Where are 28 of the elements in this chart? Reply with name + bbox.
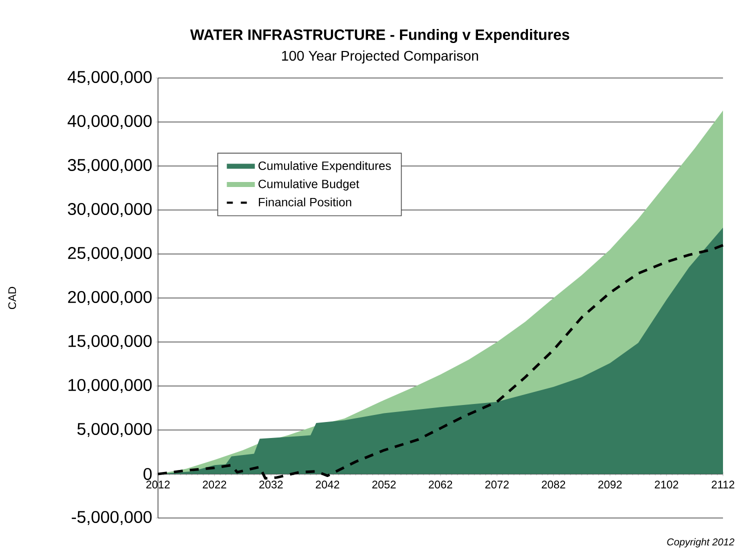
x-tick-label: 2022 bbox=[202, 480, 226, 488]
x-tick-label: 2032 bbox=[259, 480, 283, 488]
y-tick-label: 40,000,000 bbox=[68, 114, 152, 130]
x-tick-label: 2042 bbox=[316, 480, 340, 488]
y-tick-label: -5,000,000 bbox=[72, 510, 152, 526]
y-tick-label: 0 bbox=[144, 468, 152, 480]
y-tick-label: 20,000,000 bbox=[68, 290, 152, 306]
y-tick-label: 25,000,000 bbox=[68, 246, 152, 262]
legend-label: Cumulative Expenditures bbox=[258, 161, 391, 172]
text: Copyright 2012 bbox=[667, 538, 734, 548]
x-tick-label: 2052 bbox=[372, 480, 396, 488]
y-tick-label: 10,000,000 bbox=[68, 378, 152, 394]
x-tick-label: 2102 bbox=[654, 480, 678, 488]
x-tick-label: 2062 bbox=[428, 480, 452, 488]
x-tick-label: 2112 bbox=[712, 480, 734, 488]
legend-label: Cumulative Budget bbox=[258, 179, 360, 191]
y-tick-label: 5,000,000 bbox=[77, 422, 152, 438]
legend-label: Financial Position bbox=[258, 198, 352, 206]
x-tick-label: 2092 bbox=[598, 480, 622, 488]
y-tick-label: 15,000,000 bbox=[68, 334, 152, 350]
chart-title: WATER INFRASTRUCTURE - Funding v Expenditures bbox=[190, 28, 570, 44]
x-tick-label: 2072 bbox=[485, 480, 509, 488]
chart-subtitle: 100 Year Projected Comparison bbox=[282, 50, 478, 64]
y-axis-title: CAD bbox=[8, 286, 16, 310]
x-tick-label: 2082 bbox=[542, 480, 566, 488]
y-tick-label: 45,000,000 bbox=[68, 70, 152, 86]
y-tick-label: 35,000,000 bbox=[68, 158, 152, 174]
y-tick-label: 30,000,000 bbox=[68, 202, 152, 218]
